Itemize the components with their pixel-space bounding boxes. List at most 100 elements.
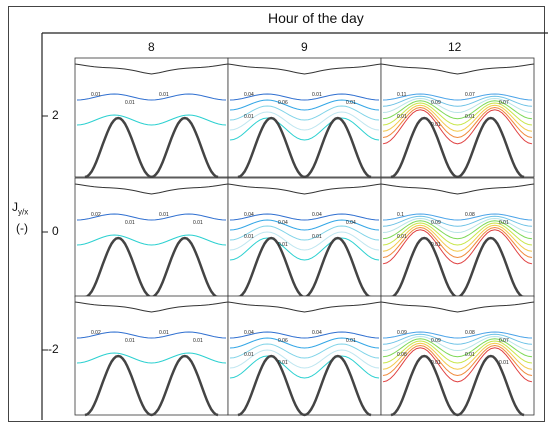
panel-r1-c0-box xyxy=(74,177,229,298)
panel-r1-c2-contour-7 xyxy=(382,229,533,265)
panel-r0-c0-label-0: 0.01 xyxy=(91,92,101,98)
panel-r0-c1-label-2: 0.01 xyxy=(312,92,322,98)
panel-r1-c1-label-3: 0.04 xyxy=(346,220,356,226)
panel-r0-c1-label-4: 0.01 xyxy=(244,114,254,120)
panel-r2-c2-contour-3 xyxy=(382,338,533,358)
row-label-neg2: -2 xyxy=(48,342,59,356)
panel-r0-c2-contour-0 xyxy=(382,93,533,101)
panel-r0-c2-label-1: 0.09 xyxy=(431,100,441,106)
panel-r2-c1-terrain xyxy=(237,354,372,417)
panel-r2-c1-contour-1 xyxy=(229,337,380,349)
panel-r1-c0-label-2: 0.01 xyxy=(159,212,169,218)
panel-r1-c1-contour-1 xyxy=(229,219,380,231)
panel-r2-c2-label-1: 0.09 xyxy=(431,338,441,344)
panel-r1-c1-contour-4 xyxy=(229,237,380,261)
panel-r1-c0-roof xyxy=(74,183,229,195)
panel-r1-c1-label-4: 0.01 xyxy=(244,234,254,240)
panel-r0-c2-terrain xyxy=(390,116,525,179)
panel-r1-c2-contour-6 xyxy=(382,226,533,259)
panel-r0-c1-terrain xyxy=(237,116,372,179)
panel-r1-c1-contour-3 xyxy=(229,231,380,251)
panel-r0-c1-roof xyxy=(227,63,382,75)
row-label-2: 2 xyxy=(52,108,59,122)
y-axis-subscript: y/x xyxy=(18,207,29,217)
panel-r2-c1-roof xyxy=(227,301,382,313)
panel-r0-c0-roof xyxy=(74,63,229,75)
panel-r2-c1-contour-3 xyxy=(229,349,380,369)
panel-r1-c2-box xyxy=(380,177,535,298)
panel-r1-c1-contour-0 xyxy=(229,213,380,221)
panel-r1-c1-roof xyxy=(227,183,382,195)
panel-r2-c2-label-6: 0.01 xyxy=(465,352,475,358)
panel-r2-c1-label-0: 0.04 xyxy=(244,330,254,336)
panel-r0-c1-contour-2 xyxy=(229,105,380,121)
panel-r0-c2-label-6: 0.01 xyxy=(465,114,475,120)
panel-r2-c2-contour-4 xyxy=(382,340,533,364)
panel-r1-c2-contour-0 xyxy=(382,213,533,221)
header-title: Hour of the day xyxy=(268,10,364,26)
panel-r2-c1-contour-4 xyxy=(229,355,380,379)
panel-r2-c0-contour-1 xyxy=(76,352,227,364)
panel-r1-c2-contour-5 xyxy=(382,224,533,252)
panel-r2-c2-label-3: 0.07 xyxy=(499,338,509,344)
panel-r2-c2-label-5: 0.01 xyxy=(431,360,441,366)
panel-r1-c2-contour-2 xyxy=(382,217,533,234)
panel-r2-c1-label-2: 0.04 xyxy=(312,330,322,336)
panel-r1-c0-label-1: 0.01 xyxy=(125,220,135,226)
panel-r1-c1-contour-2 xyxy=(229,225,380,241)
panel-r0-c1-contour-3 xyxy=(229,111,380,131)
panel-r2-c2-label-0: 0.09 xyxy=(397,330,407,336)
panel-r0-c0-label-1: 0.01 xyxy=(125,100,135,106)
panel-r1-c1-label-2: 0.04 xyxy=(312,212,322,218)
column-label-9: 9 xyxy=(301,40,308,54)
panel-r0-c2-box xyxy=(380,57,535,178)
panel-r1-c2-label-0: 0.1 xyxy=(397,212,404,218)
panel-r2-c0-label-2: 0.01 xyxy=(159,330,169,336)
panel-r2-c2-contour-2 xyxy=(382,335,533,352)
panel-r2-c2-contour-6 xyxy=(382,344,533,377)
panel-r2-c2-box xyxy=(380,295,535,416)
panel-r2-c2-terrain xyxy=(390,354,525,417)
panel-r0-c2-label-2: 0.07 xyxy=(465,92,475,98)
panel-r0-c0-contour-1 xyxy=(76,114,227,126)
panel-r1-c2-roof xyxy=(380,183,535,195)
panel-r2-c0-roof xyxy=(74,301,229,313)
panel-r1-c1-label-6: 0.01 xyxy=(312,234,322,240)
panel-r1-c2-label-3: 0.01 xyxy=(499,220,509,226)
panel-r0-c2-label-3: 0.07 xyxy=(499,100,509,106)
panel-r0-c2-contour-1 xyxy=(382,95,533,107)
panel-r0-c1-contour-4 xyxy=(229,117,380,141)
panel-r0-c2-contour-4 xyxy=(382,102,533,126)
panel-r0-c2-contour-7 xyxy=(382,109,533,145)
figure-border xyxy=(8,6,545,422)
panel-r2-c0-label-1: 0.01 xyxy=(125,338,135,344)
panel-r0-c2-label-4: 0.01 xyxy=(397,114,407,120)
panel-r1-c2-label-1: 0.09 xyxy=(431,220,441,226)
panel-r0-c2-label-5: 0.01 xyxy=(431,122,441,128)
panel-r0-c0-contour-0 xyxy=(76,93,227,101)
panel-r2-c0-terrain xyxy=(84,354,219,417)
panel-r1-c2-label-4: 0.01 xyxy=(397,234,407,240)
panel-r0-c1-label-0: 0.04 xyxy=(244,92,254,98)
panel-r1-c0-label-0: 0.02 xyxy=(91,212,101,218)
panel-r2-c2-roof xyxy=(380,301,535,313)
panel-r0-c1-contour-0 xyxy=(229,93,380,101)
panel-r0-c0-label-2: 0.01 xyxy=(159,92,169,98)
panel-r0-c2-roof xyxy=(380,63,535,75)
panel-r2-c2-contour-1 xyxy=(382,333,533,345)
panel-r2-c1-label-1: 0.06 xyxy=(278,338,288,344)
panel-r2-c1-contour-0 xyxy=(229,331,380,339)
y-axis-title: Jy/x xyxy=(12,200,28,216)
panel-r1-c1-label-0: 0.04 xyxy=(244,212,254,218)
panel-r2-c1-label-5: 0.01 xyxy=(278,360,288,366)
panel-r1-c0-contour-0 xyxy=(76,213,227,221)
panel-r1-c0-contour-1 xyxy=(76,234,227,246)
panel-r2-c0-box xyxy=(74,295,229,416)
panel-r2-c2-contour-7 xyxy=(382,347,533,383)
panel-r0-c2-label-0: 0.11 xyxy=(397,92,407,98)
panel-r1-c2-label-5: 0.01 xyxy=(431,242,441,248)
panel-r0-c2-contour-3 xyxy=(382,100,533,120)
panel-r2-c0-label-0: 0.02 xyxy=(91,330,101,336)
column-label-8: 8 xyxy=(148,40,155,54)
